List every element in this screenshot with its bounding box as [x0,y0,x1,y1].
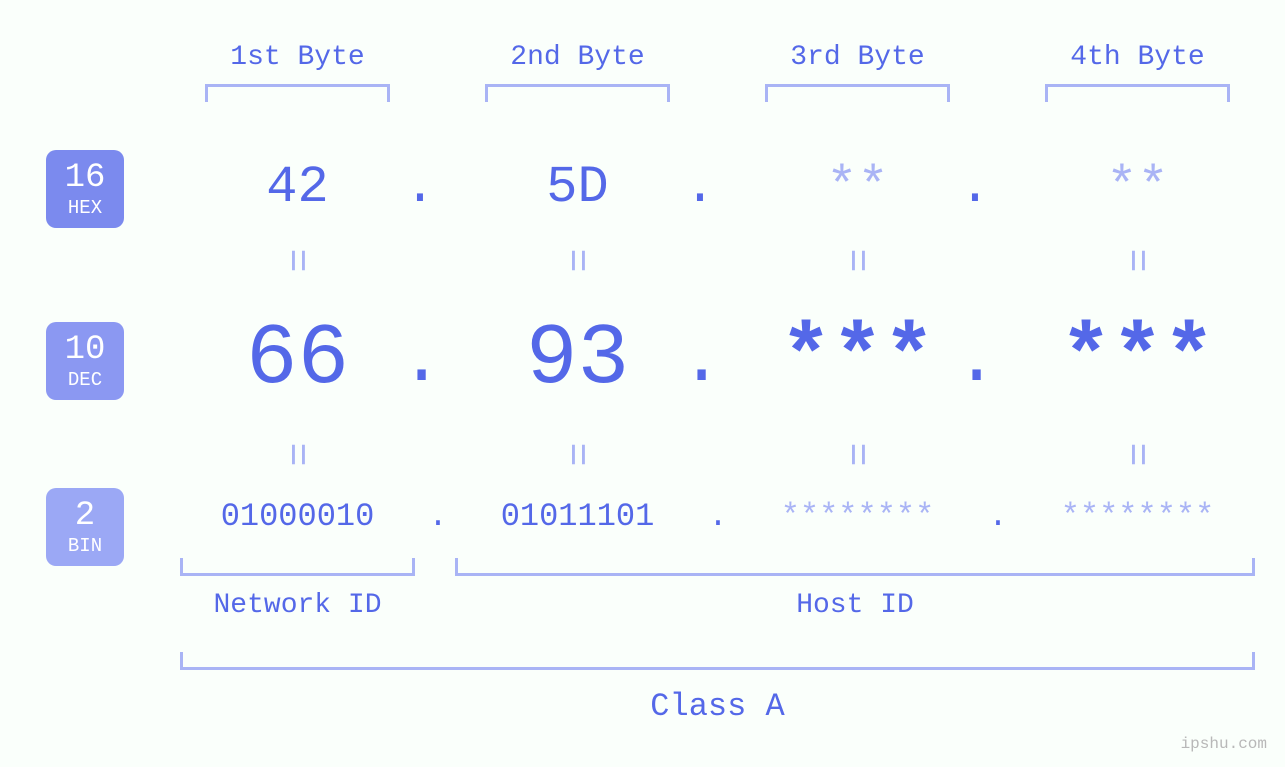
hex-byte-2: 5D [455,158,700,217]
hex-byte-3: ** [735,158,980,217]
base-num-dec: 10 [65,333,106,367]
eq-2-4: = [1113,435,1158,475]
dec-dot-2: . [680,320,720,402]
dec-byte-3: *** [735,310,980,408]
byte-header-2: 2nd Byte [455,42,700,73]
eq-2-3: = [833,435,878,475]
eq-1-1: = [273,241,318,281]
dec-byte-4: *** [1015,310,1260,408]
hex-dot-2: . [680,158,720,217]
dec-byte-2: 93 [455,310,700,408]
base-label-hex: HEX [68,199,102,218]
hex-dot-1: . [400,158,440,217]
base-label-bin: BIN [68,537,102,556]
network-label: Network ID [175,590,420,621]
hex-dot-3: . [955,158,995,217]
base-badge-bin: 2 BIN [46,488,124,566]
dec-dot-3: . [955,320,995,402]
byte-header-3: 3rd Byte [735,42,980,73]
top-bracket-2 [485,84,670,102]
eq-1-4: = [1113,241,1158,281]
hex-byte-4: ** [1015,158,1260,217]
dec-byte-1: 66 [175,310,420,408]
class-bracket [180,652,1255,670]
bin-byte-3: ******** [720,498,995,535]
top-bracket-3 [765,84,950,102]
top-bracket-1 [205,84,390,102]
base-num-hex: 16 [65,161,106,195]
base-badge-hex: 16 HEX [46,150,124,228]
host-label: Host ID [455,590,1255,621]
bin-byte-1: 01000010 [160,498,435,535]
network-bracket [180,558,415,576]
bin-byte-4: ******** [1000,498,1275,535]
base-badge-dec: 10 DEC [46,322,124,400]
watermark: ipshu.com [1181,735,1267,753]
eq-1-3: = [833,241,878,281]
base-num-bin: 2 [75,499,95,533]
class-label: Class A [180,688,1255,725]
eq-2-2: = [553,435,598,475]
byte-header-4: 4th Byte [1015,42,1260,73]
eq-2-1: = [273,435,318,475]
ip-diagram: 1st Byte 2nd Byte 3rd Byte 4th Byte 16 H… [0,0,1285,767]
bin-byte-2: 01011101 [440,498,715,535]
base-label-dec: DEC [68,371,102,390]
dec-dot-1: . [400,320,440,402]
hex-byte-1: 42 [175,158,420,217]
byte-header-1: 1st Byte [175,42,420,73]
eq-1-2: = [553,241,598,281]
top-bracket-4 [1045,84,1230,102]
host-bracket [455,558,1255,576]
